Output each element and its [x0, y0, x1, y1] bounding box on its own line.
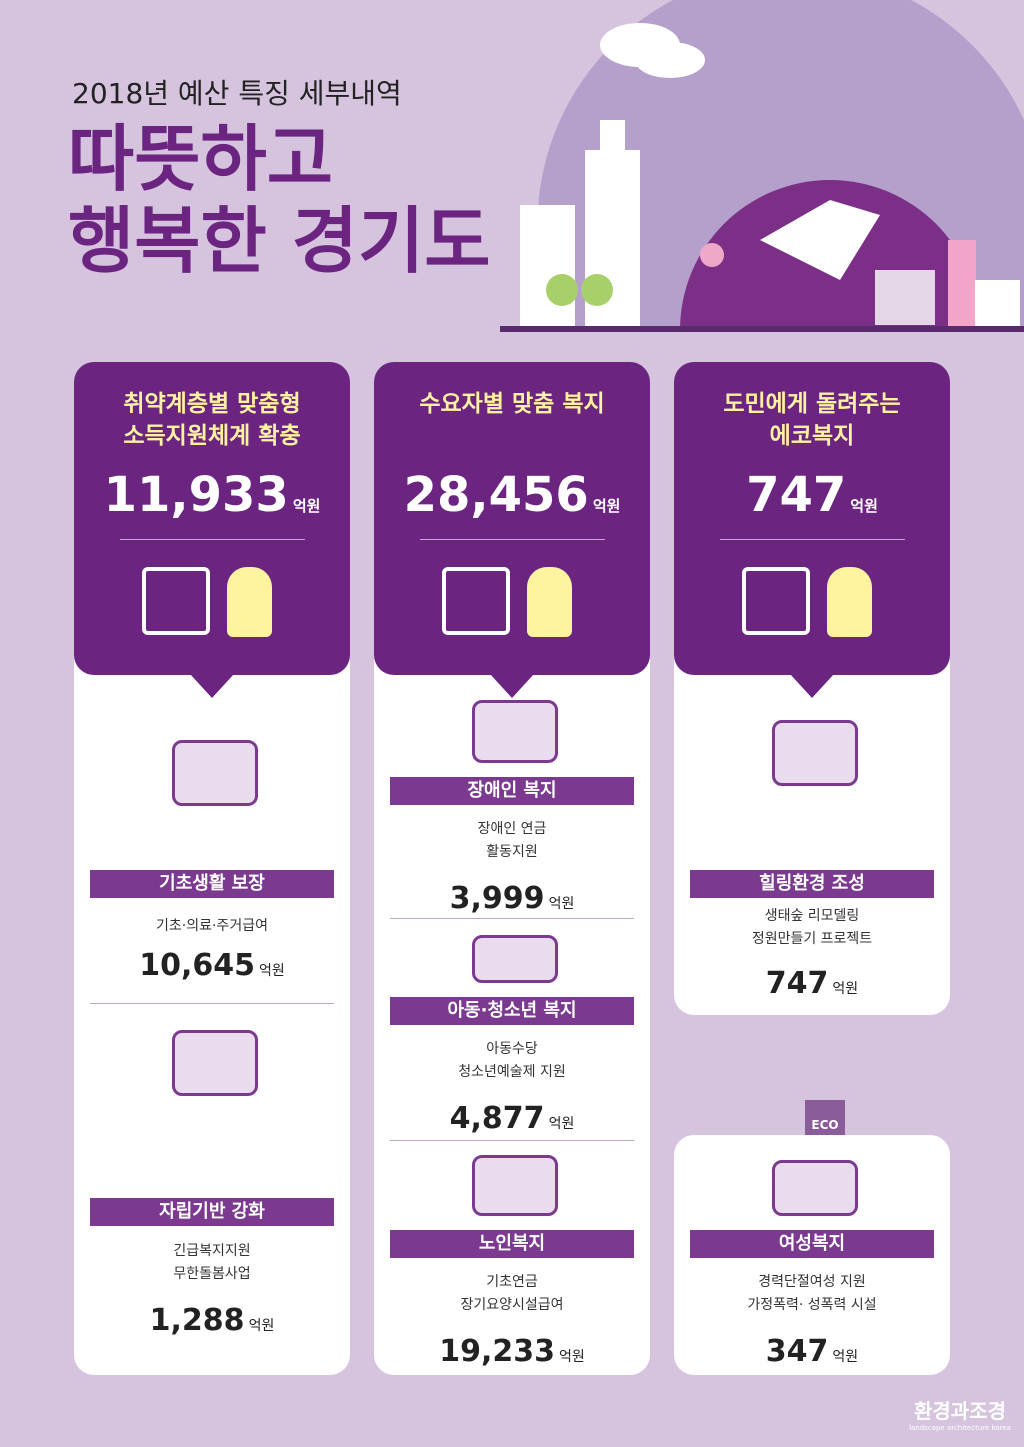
item-icon [172, 1030, 258, 1096]
divider [390, 1140, 634, 1141]
title-line: 따뜻하고 [68, 117, 333, 201]
item-amount: 1,288 [149, 1303, 245, 1338]
item-total: 19,233 억원 [374, 1334, 650, 1369]
item-amount: 19,233 [439, 1334, 555, 1369]
item-desc: 정원만들기 프로젝트 [751, 931, 873, 947]
total: 11,933 억원 [74, 467, 350, 523]
item-unit: 억원 [832, 1349, 859, 1365]
item-desc: 아동수당 [486, 1041, 538, 1057]
total: 28,456 억원 [374, 467, 650, 523]
icon [527, 567, 572, 637]
item-total: 347 억원 [674, 1334, 950, 1369]
item-desc: 장기요양시설급여 [460, 1297, 564, 1313]
item-label: 자립기반 강화 [90, 1198, 334, 1226]
heading-line: 수요자별 맞춤 복지 [419, 391, 605, 417]
item-label: 여성복지 [690, 1230, 934, 1258]
heading-line: 도민에게 돌려주는 [723, 391, 901, 417]
footer-logo: 환경과조경 landscape architecture korea [900, 1395, 1020, 1432]
icon [827, 567, 872, 637]
total-unit: 억원 [850, 497, 878, 515]
item-icon [772, 1160, 858, 1216]
item-label: 장애인 복지 [390, 777, 634, 805]
total-amount: 11,933 [103, 467, 289, 523]
icon [742, 567, 810, 635]
item-unit: 억원 [548, 896, 575, 912]
logo: 환경과조경 [914, 1399, 1006, 1423]
divider [120, 539, 305, 540]
heading-line: 취약계층별 맞춤형 [123, 391, 301, 417]
item-total: 3,999 억원 [374, 881, 650, 916]
item-desc: 무한돌봄사업 [173, 1266, 251, 1282]
icon [227, 567, 272, 637]
total: 747 억원 [674, 467, 950, 523]
icon [142, 567, 210, 635]
item-label: 노인복지 [390, 1230, 634, 1258]
item-icon [772, 720, 858, 786]
item-amount: 10,645 [139, 948, 255, 983]
pointer [790, 674, 834, 698]
item-unit: 억원 [559, 1349, 585, 1365]
item-total: 1,288 억원 [74, 1303, 350, 1338]
title-line: 행복한 경기도 [68, 199, 491, 283]
item-total: 747 억원 [674, 966, 950, 1001]
item-label: 힐링환경 조성 [690, 870, 934, 898]
white-panel [74, 620, 350, 1375]
item-desc: 긴급복지지원 [173, 1243, 251, 1259]
icon [442, 567, 510, 635]
item-desc: 청소년예술제 지원 [458, 1064, 566, 1080]
item-desc: 장애인 연금 [477, 821, 547, 837]
item-label: 기초생활 보장 [90, 870, 334, 898]
divider [420, 539, 605, 540]
total-amount: 28,456 [403, 467, 589, 523]
total-amount: 747 [746, 467, 847, 523]
total-unit: 억원 [292, 497, 321, 515]
item-amount: 347 [765, 1334, 829, 1369]
item-label: 아동·청소년 복지 [390, 997, 634, 1025]
heading-line: 소득지원체계 확충 [123, 423, 301, 449]
heading-box: 수요자별 맞춤 복지 28,456 억원 [374, 362, 650, 675]
item-unit: 억원 [259, 963, 285, 979]
logo-sub: landscape architecture korea [909, 1424, 1011, 1432]
pointer [490, 674, 534, 698]
total-unit: 억원 [592, 497, 621, 515]
item-desc: 가정폭력· 성폭력 시설 [747, 1297, 877, 1313]
pointer [190, 674, 234, 698]
item-desc: 기초·의료·주거급여 [156, 918, 268, 934]
divider [720, 539, 905, 540]
title: 따뜻하고 행복한 경기도 [68, 118, 491, 282]
item-icon [472, 1155, 558, 1216]
item-amount: 747 [765, 966, 829, 1001]
item-unit: 억원 [248, 1318, 275, 1334]
item-unit: 억원 [832, 981, 859, 997]
divider [390, 918, 634, 919]
item-total: 4,877 억원 [374, 1101, 650, 1136]
item-icon [472, 700, 558, 763]
item-desc: 기초연금 [486, 1274, 538, 1290]
item-desc: 경력단절여성 지원 [758, 1274, 866, 1290]
header-illustration [500, 0, 1024, 332]
item-icon [472, 935, 558, 983]
eco-label: ECO [811, 1118, 839, 1132]
subtitle: 2018년 예산 특징 세부내역 [72, 77, 402, 110]
item-total: 10,645 억원 [74, 948, 350, 983]
item-amount: 3,999 [449, 881, 545, 916]
item-icon [172, 740, 258, 806]
item-unit: 억원 [548, 1116, 575, 1132]
item-desc: 생태숲 리모델링 [764, 908, 860, 924]
eco-icon: ECO [805, 1100, 845, 1136]
item-amount: 4,877 [449, 1101, 545, 1136]
divider [90, 1003, 334, 1004]
item-desc: 활동지원 [486, 844, 538, 860]
heading-line: 에코복지 [769, 423, 855, 449]
